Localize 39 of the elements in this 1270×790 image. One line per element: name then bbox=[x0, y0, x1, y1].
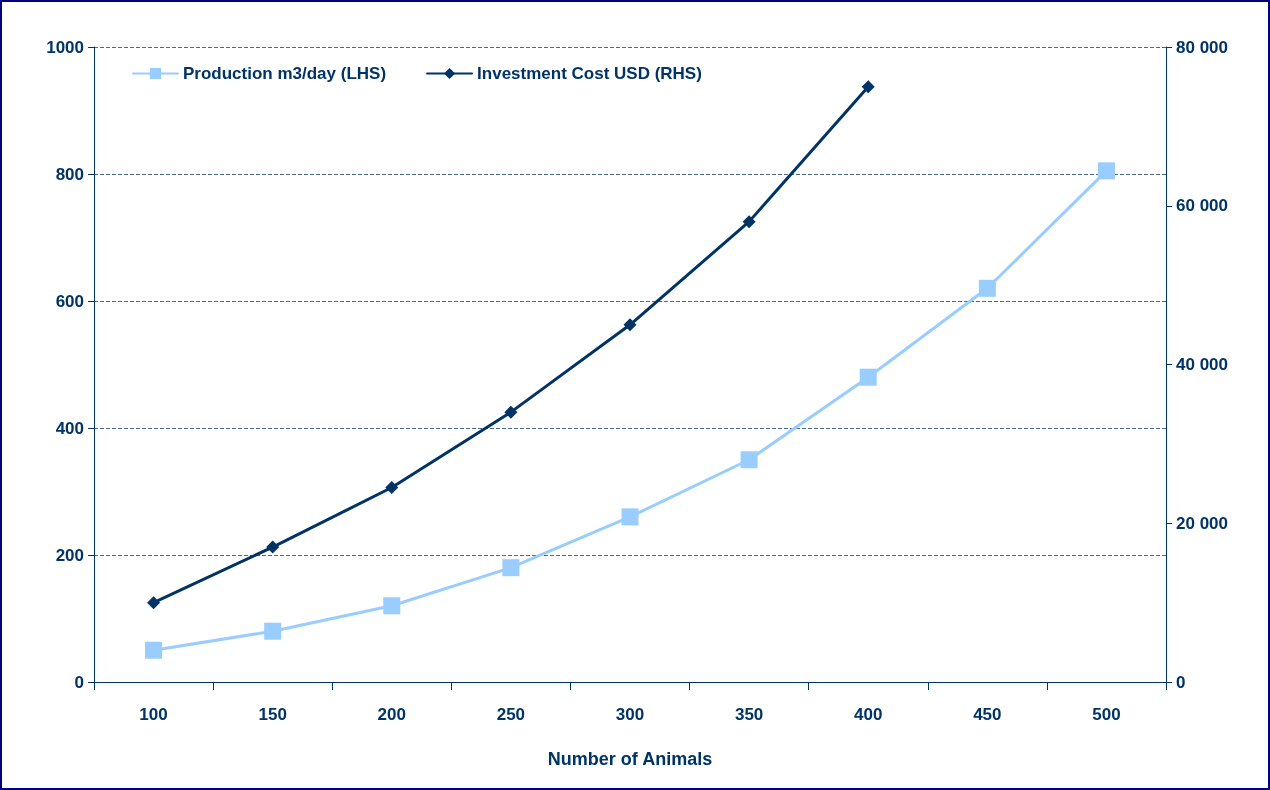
legend-label: Investment Cost USD (RHS) bbox=[477, 64, 702, 83]
point bbox=[621, 508, 639, 526]
point bbox=[266, 540, 280, 554]
legend-label: Production m3/day (LHS) bbox=[183, 64, 387, 83]
y2-tick-label: 40 000 bbox=[1176, 355, 1228, 374]
x-tick-label: 150 bbox=[258, 705, 287, 724]
y2-tick-label: 80 000 bbox=[1176, 37, 1228, 57]
point bbox=[623, 318, 637, 332]
y2-tick-label: 0 bbox=[1176, 672, 1186, 692]
x-tick-label: 100 bbox=[139, 705, 168, 724]
point bbox=[385, 481, 399, 495]
y2-tick-label: 20 000 bbox=[1176, 513, 1228, 533]
point bbox=[147, 596, 161, 610]
y-tick-label: 1000 bbox=[46, 37, 84, 57]
y-tick-label: 0 bbox=[74, 672, 84, 692]
point bbox=[145, 641, 163, 659]
point bbox=[740, 451, 758, 469]
point bbox=[504, 405, 518, 419]
x-axis-title: Number of Animals bbox=[547, 749, 713, 769]
x-tick-label: 250 bbox=[496, 705, 526, 724]
point bbox=[383, 597, 401, 615]
x-tick-label: 400 bbox=[854, 705, 883, 724]
x-tick-label: 350 bbox=[734, 705, 764, 724]
point bbox=[859, 368, 877, 386]
point bbox=[502, 559, 520, 577]
point bbox=[1097, 162, 1115, 180]
y-tick-label: 600 bbox=[55, 291, 84, 311]
x-tick-label: 450 bbox=[973, 705, 1002, 724]
x-tick-label: 500 bbox=[1092, 705, 1121, 724]
point bbox=[742, 215, 756, 229]
x-tick-label: 200 bbox=[377, 705, 406, 724]
point bbox=[861, 80, 875, 94]
y-tick-label: 200 bbox=[55, 545, 84, 565]
point bbox=[978, 279, 996, 297]
point bbox=[264, 622, 282, 640]
y-tick-label: 800 bbox=[55, 164, 84, 184]
x-tick-label: 300 bbox=[615, 705, 645, 724]
y2-tick-label: 60 000 bbox=[1176, 196, 1228, 216]
y-tick-label: 400 bbox=[55, 418, 84, 438]
